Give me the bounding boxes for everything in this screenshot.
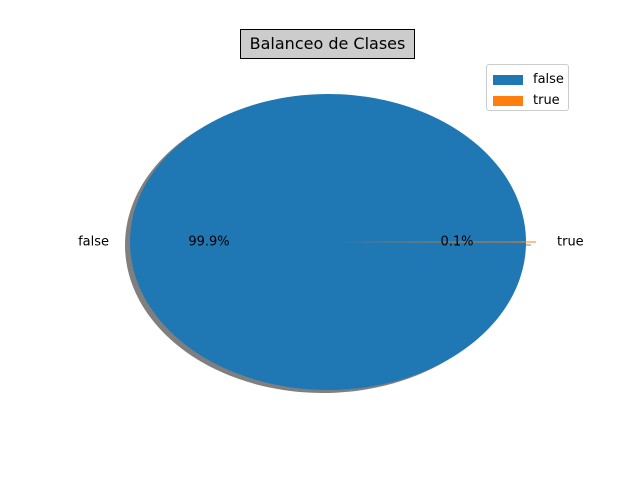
pie-labels: false true 99.9% 0.1% (78, 235, 584, 250)
chart-title: Balanceo de Clases (240, 29, 415, 59)
legend-label-false: false (533, 72, 564, 87)
pct-label-true: 0.1% (440, 235, 473, 250)
slice-label-false: false (78, 235, 109, 250)
legend-item-true: true (493, 90, 568, 111)
legend-swatch-true (493, 95, 523, 106)
pie-slices (125, 94, 536, 394)
pct-label-false: 99.9% (188, 235, 229, 250)
legend-swatch-false (493, 74, 523, 85)
slice-label-true: true (557, 235, 584, 250)
pie-slice-false (130, 94, 526, 390)
legend-label-true: true (533, 93, 560, 108)
legend: false true (486, 64, 569, 111)
pie-slice-true (337, 241, 536, 243)
legend-item-false: false (493, 69, 568, 90)
